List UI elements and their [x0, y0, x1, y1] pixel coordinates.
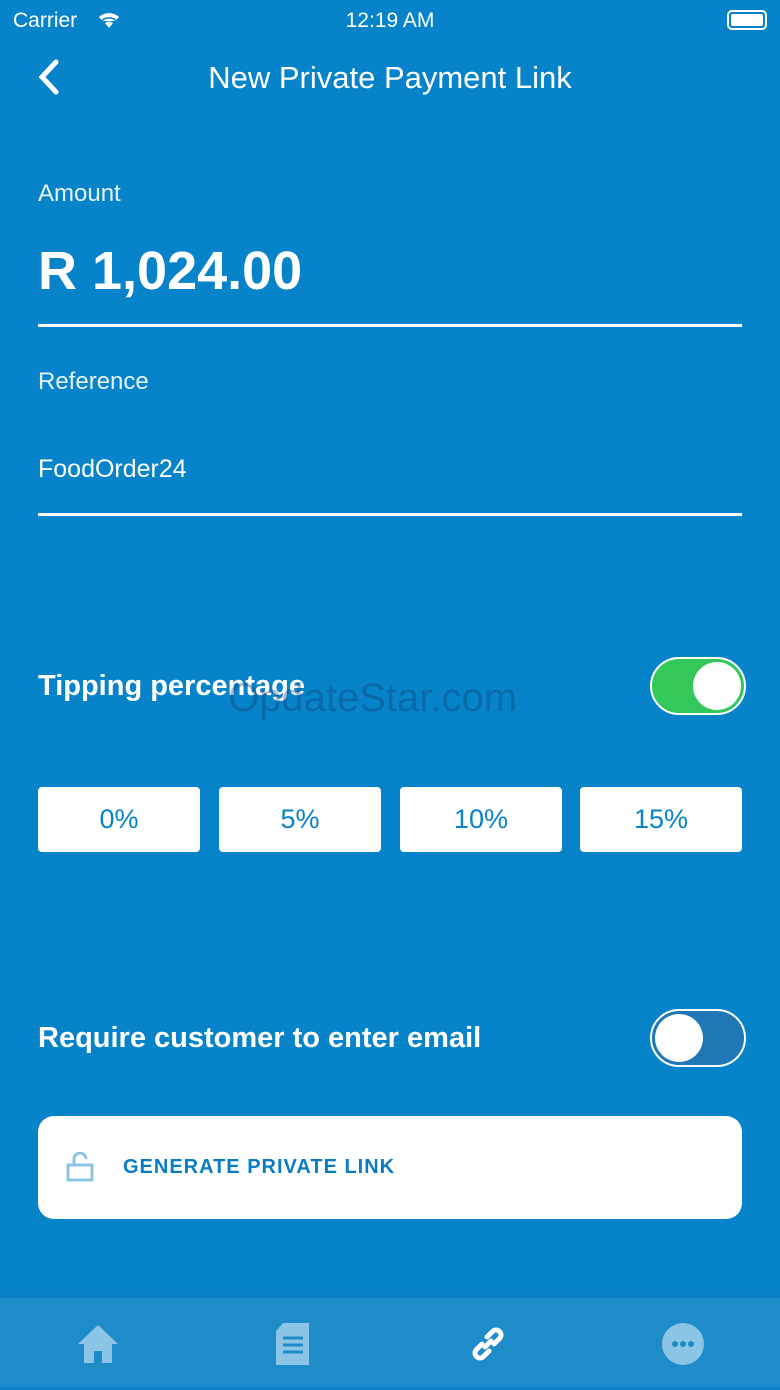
tip-option-10[interactable]: 10% [400, 787, 562, 852]
unlock-icon [66, 1152, 94, 1182]
amount-underline [38, 324, 742, 327]
clock: 12:19 AM [345, 9, 435, 32]
battery-icon [727, 10, 767, 30]
tab-more[interactable] [585, 1298, 780, 1390]
tab-links[interactable] [390, 1298, 585, 1390]
generate-link-label: GENERATE PRIVATE LINK [123, 1156, 396, 1178]
generate-link-button[interactable]: GENERATE PRIVATE LINK [38, 1116, 742, 1219]
home-icon [77, 1325, 118, 1363]
tab-documents[interactable] [195, 1298, 390, 1390]
reference-label: Reference [38, 368, 149, 395]
carrier-label: Carrier [13, 9, 78, 32]
chevron-left-icon [38, 59, 59, 95]
status-bar: Carrier 12:19 AM [0, 0, 780, 40]
wifi-icon [99, 13, 119, 28]
link-icon [472, 1327, 503, 1361]
tab-home[interactable] [0, 1298, 195, 1390]
amount-input[interactable]: R 1,024.00 [38, 241, 303, 301]
amount-label: Amount [38, 180, 121, 207]
reference-input[interactable]: FoodOrder24 [38, 455, 187, 483]
page-title: New Private Payment Link [208, 60, 572, 95]
back-button[interactable] [36, 58, 62, 106]
email-label: Require customer to enter email [38, 1022, 482, 1054]
email-toggle[interactable] [650, 1009, 746, 1067]
tip-option-15[interactable]: 15% [580, 787, 742, 852]
tipping-toggle[interactable] [650, 657, 746, 715]
tip-option-5[interactable]: 5% [219, 787, 381, 852]
tipping-label: Tipping percentage [38, 670, 305, 702]
more-icon [661, 1323, 704, 1365]
reference-underline [38, 513, 742, 516]
watermark: OpdateStar.com [228, 676, 518, 720]
tab-bar [0, 1295, 780, 1387]
tip-option-0[interactable]: 0% [38, 787, 200, 852]
document-icon [275, 1323, 309, 1365]
